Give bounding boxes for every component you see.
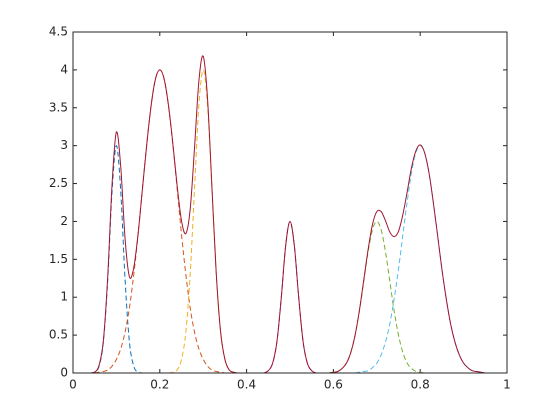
y-tick-label: 2.5 (49, 176, 68, 190)
y-tick-label: 3.5 (49, 100, 68, 114)
x-tick-label: 0.4 (237, 378, 256, 392)
y-tick-label: 1 (60, 290, 68, 304)
x-tick-label: 1 (503, 378, 511, 392)
x-tick-label: 0.2 (150, 378, 169, 392)
x-tick-label: 0.8 (411, 378, 430, 392)
y-tick-label: 4 (60, 62, 68, 76)
y-tick-label: 2 (60, 214, 68, 228)
y-tick-label: 0.5 (49, 328, 68, 342)
component-line (355, 145, 486, 374)
x-tick-label: 0 (69, 378, 77, 392)
y-tick-label: 0 (60, 366, 68, 380)
y-tick-label: 1.5 (49, 252, 68, 266)
y-tick-label: 4.5 (49, 25, 68, 39)
sum-line (73, 55, 507, 374)
x-tick-label: 0.6 (324, 378, 343, 392)
axes-box (72, 31, 508, 374)
y-tick-label: 3 (60, 138, 68, 152)
